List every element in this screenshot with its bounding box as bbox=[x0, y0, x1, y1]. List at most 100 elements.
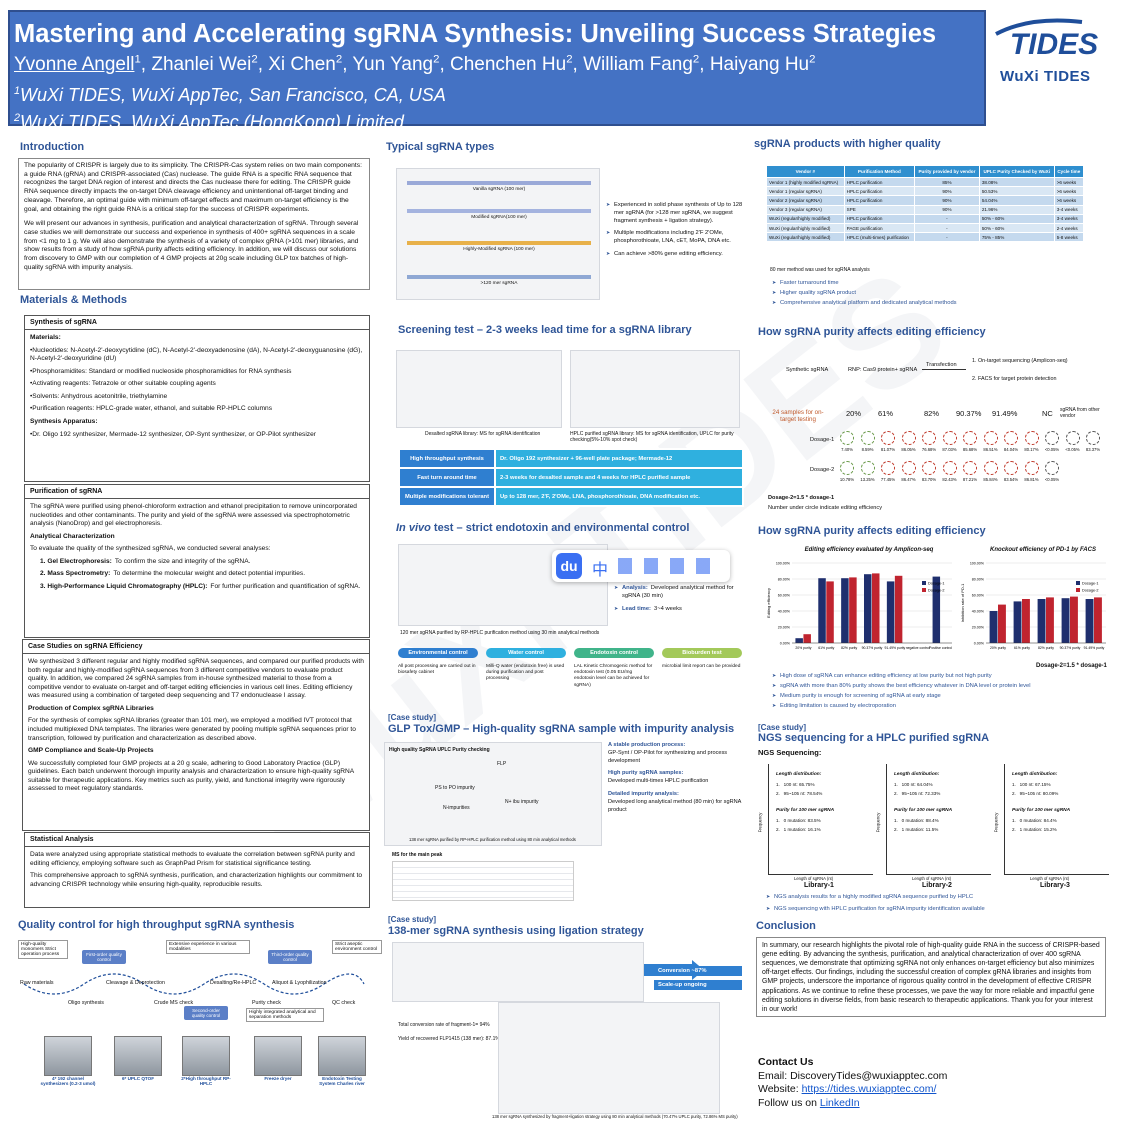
section-heading: Materials & Methods bbox=[20, 294, 127, 306]
section-heading: 138-mer sgRNA synthesis using ligation s… bbox=[388, 925, 644, 937]
y-tick-label: 100.00% bbox=[970, 562, 985, 566]
author: Haiyang Hu2 bbox=[699, 54, 815, 75]
author-affiliation: 2 bbox=[692, 54, 700, 66]
paragraph: •Solvents: Anhydrous acetonitrile, triet… bbox=[30, 392, 168, 400]
toolbar-overlay[interactable]: du 中 bbox=[552, 550, 730, 582]
row: Multiple modifications tolerant Up to 128… bbox=[398, 486, 744, 507]
figure: Vanilla sgRNA (100 mer) Modified sgRNA(10… bbox=[396, 168, 600, 300]
bar bbox=[1046, 597, 1054, 643]
author-name: Chenchen Hu bbox=[450, 54, 567, 76]
y-tick-label: 20.00% bbox=[778, 626, 791, 630]
author: Xi Chen2 bbox=[258, 54, 343, 75]
header-cell: Cycle time bbox=[1053, 165, 1085, 178]
row: Fast turn around time 2-3 weeks for desal… bbox=[398, 467, 744, 488]
legend-swatch bbox=[922, 581, 926, 585]
bullet: Multiple modifications including 2'F 2'O… bbox=[606, 230, 746, 246]
y-tick-label: 0.00% bbox=[974, 642, 985, 646]
strand bbox=[407, 241, 591, 245]
efficiency: 84.04% bbox=[1003, 447, 1019, 452]
methods-title: Statistical Analysis bbox=[25, 833, 369, 848]
affiliation-number: 2 bbox=[14, 112, 21, 124]
methods-title: Purification of sgRNA bbox=[25, 485, 369, 500]
length-item: 1. 100 nt: 67.15% bbox=[1012, 782, 1051, 787]
control-title: Bioburden test bbox=[662, 648, 742, 658]
note: Dosage-2=1.5 * dosage-1 bbox=[1036, 663, 1107, 669]
legend-swatch bbox=[1076, 581, 1080, 585]
control-title: Water control bbox=[486, 648, 566, 658]
section-heading: Quality control for high throughput sgRN… bbox=[18, 919, 295, 931]
purity-label: 20% bbox=[846, 409, 862, 418]
item-label: 3. High-Performance Liquid Chromatograph… bbox=[40, 583, 208, 591]
header-cell: Vendor # bbox=[766, 165, 845, 178]
toolbar-button[interactable]: 中 bbox=[592, 562, 609, 579]
peak-label: N-impurities bbox=[443, 805, 470, 811]
photo bbox=[254, 1036, 302, 1076]
bullet: Experienced in solid phase synthesis of … bbox=[606, 202, 746, 225]
website-link[interactable]: https://tides.wuxiapptec.com/ bbox=[801, 1083, 937, 1095]
caption: 120 mer sgRNA purified by RP-HPLC purifi… bbox=[400, 630, 600, 636]
x-tick-label: 91.49% purity bbox=[1084, 646, 1105, 650]
readout: 1. On-target sequencing (Amplicon-seq) bbox=[972, 358, 1068, 364]
paragraph: •Nucleotides: N-Acetyl-2'-deoxycytidine … bbox=[30, 346, 363, 363]
author-name: Yun Yang bbox=[352, 54, 434, 76]
case-tag: [Case study] bbox=[388, 915, 437, 924]
cell: Vendor 1 (highly modified sgRNA) bbox=[766, 176, 845, 188]
caption: 138 mer sgRNA purified by RP-HPLC purifi… bbox=[409, 837, 576, 842]
cell: Vendor 1 (regular sgRNA) bbox=[766, 186, 845, 197]
cell: HPLC purification bbox=[843, 176, 916, 188]
cell: WuXi (regular/highly modified) bbox=[766, 232, 845, 243]
caption: 138 mer sgRNA synthesized by fragment+li… bbox=[492, 1114, 738, 1119]
note: Number under circle indicate editing eff… bbox=[768, 505, 883, 511]
circle bbox=[881, 461, 895, 475]
y-tick-label: 80.00% bbox=[778, 578, 791, 582]
item-label: 2. Mass Spectrometry: bbox=[40, 570, 111, 578]
methods-box: Case Studies on sgRNA Efficiency We synth… bbox=[22, 639, 370, 831]
x-tick-label: 82% purity bbox=[1038, 646, 1054, 650]
bar bbox=[841, 578, 849, 643]
affiliation-text: WuXi TIDES, WuXi AppTec, San Francisco, … bbox=[20, 85, 446, 105]
header-cell: UPLC Purity Checked by WuXi bbox=[978, 165, 1055, 178]
circle bbox=[860, 431, 875, 445]
toolbar-icons[interactable] bbox=[618, 558, 718, 574]
x-axis-label: Length of sgRNA (nt) bbox=[912, 876, 952, 881]
title: Mastering and Accelerating sgRNA Synthes… bbox=[14, 20, 937, 48]
caption: HPLC purified sgRNA library: MS for sgRN… bbox=[570, 431, 734, 444]
photo-caption: 6* UPLC QTOF bbox=[121, 1076, 155, 1081]
flow-step: Transfection bbox=[926, 362, 957, 368]
row: High throughput synthesis Dr. Oligo 192 s… bbox=[398, 448, 744, 469]
bar bbox=[1037, 599, 1046, 643]
chart-title: Knockout efficiency of PD-1 by FACS bbox=[990, 547, 1096, 553]
efficiency: 81.07% bbox=[880, 447, 896, 452]
circle bbox=[1045, 461, 1059, 475]
bar-chart: 0.00% 20.00% 40.00% 60.00% 80.00% 100.00% Inhi… bbox=[960, 562, 1106, 650]
subheading: Materials: bbox=[30, 334, 61, 342]
qc-note: Strict aseptic environment control bbox=[332, 940, 382, 954]
toolbar-logo[interactable]: du bbox=[556, 553, 582, 579]
qc-step: Crude MS check bbox=[154, 1000, 194, 1006]
affiliations: 1WuXi TIDES, WuXi AppTec, San Francisco,… bbox=[14, 80, 446, 134]
circle bbox=[1086, 431, 1100, 445]
qc-flow bbox=[23, 973, 365, 995]
numbered-item: 2. Mass Spectrometry: To determine the mo… bbox=[30, 570, 364, 579]
y-tick-label: 40.00% bbox=[778, 610, 791, 614]
mutation-item: 1. 0 mutation: 83.5% bbox=[776, 818, 821, 823]
cell: WuXi (regular/highly modified) bbox=[766, 213, 845, 224]
bullet: High dose of sgRNA can enhance editing e… bbox=[772, 673, 1110, 681]
subheading: Synthesis Apparatus: bbox=[30, 418, 98, 426]
logo-caption: WuXi TIDES bbox=[1000, 68, 1091, 85]
bar-chart: 0.00% 20.00% 40.00% 60.00% 80.00% 100.00% Edit… bbox=[766, 562, 952, 651]
y-tick-label: 40.00% bbox=[972, 610, 985, 614]
efficiency: 80.17% bbox=[1024, 447, 1039, 452]
author-affiliation: 2 bbox=[809, 54, 816, 66]
authors: Yvonne Angell1Zhanlei Wei2Xi Chen2Yun Ya… bbox=[14, 54, 815, 76]
readout: 2. FACS for target protein detection bbox=[972, 376, 1057, 382]
cell: 21.96% bbox=[978, 204, 1055, 215]
author: Chenchen Hu2 bbox=[439, 54, 572, 75]
contact-website-row: Website: https://tides.wuxiapptec.com/ bbox=[758, 1083, 947, 1097]
chart-title: Editing efficiency evaluated by Amplicon… bbox=[804, 547, 934, 553]
bullets: A stable production process: GP-Synt / OP… bbox=[608, 742, 748, 820]
legend-label: Dosage-1 bbox=[928, 582, 944, 586]
linkedin-link[interactable]: LinkedIn bbox=[819, 1096, 860, 1109]
qc-step: Raw materials bbox=[20, 980, 54, 986]
